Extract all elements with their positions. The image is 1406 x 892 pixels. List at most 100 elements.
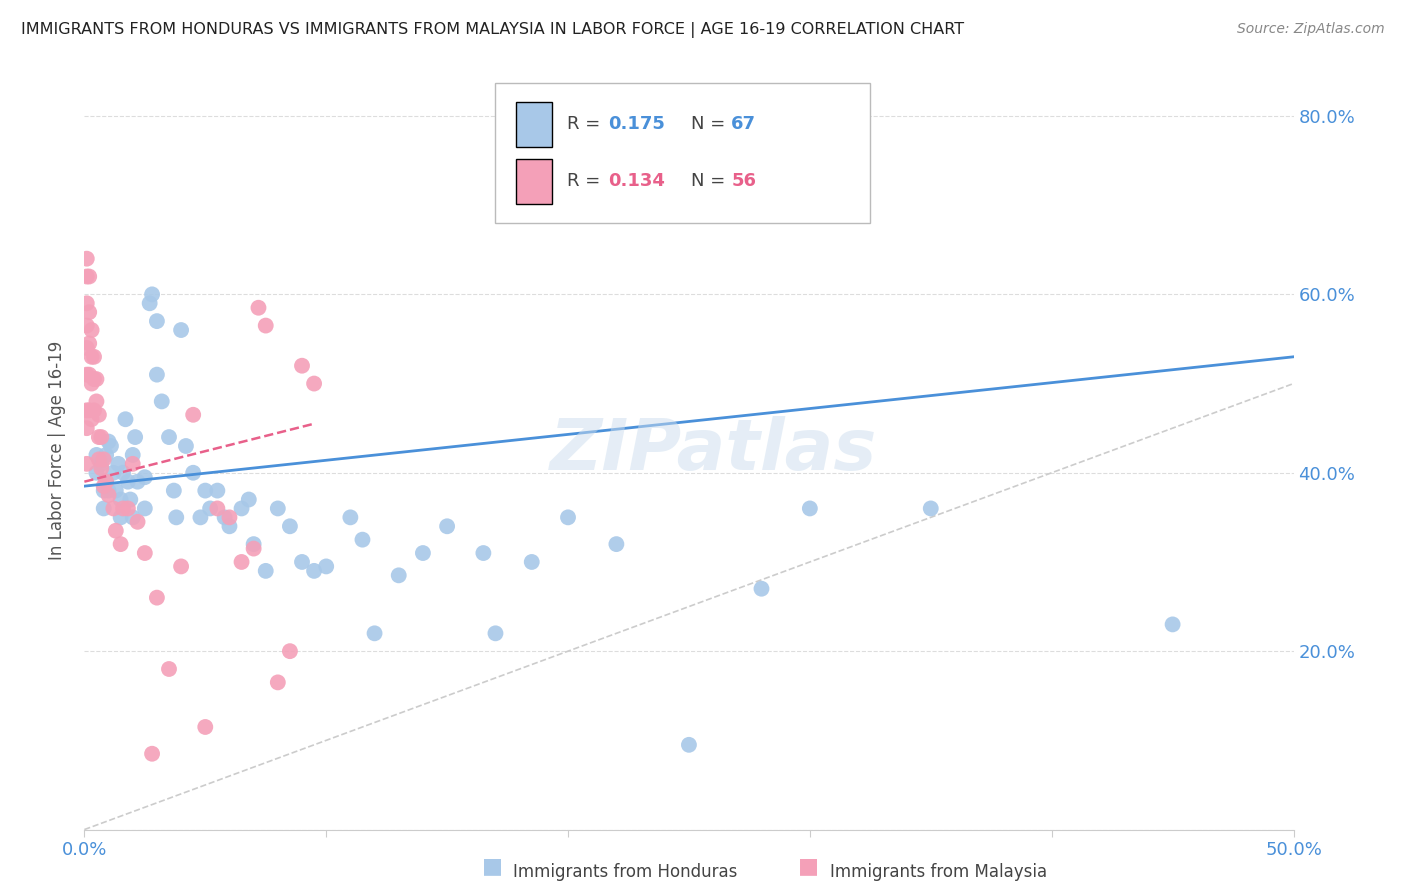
Point [146, 368, 169, 382]
Point [87, 452, 110, 467]
FancyBboxPatch shape [516, 102, 553, 147]
Point [77, 336, 100, 351]
Point [77, 269, 100, 284]
Point [76, 368, 98, 382]
Point [141, 287, 163, 301]
Text: Immigrants from Malaysia: Immigrants from Malaysia [830, 863, 1046, 881]
Point [207, 501, 229, 516]
Point [90, 430, 112, 444]
Point [93, 501, 115, 516]
Point [138, 296, 160, 310]
Point [114, 412, 136, 426]
Text: Source: ZipAtlas.com: Source: ZipAtlas.com [1237, 22, 1385, 37]
Point [121, 510, 143, 524]
Point [157, 662, 180, 676]
Point [254, 318, 277, 333]
Point [94, 475, 117, 489]
Point [231, 555, 253, 569]
Point [110, 510, 132, 524]
Text: 0.175: 0.175 [607, 115, 665, 134]
Point [100, 439, 122, 453]
Point [76, 421, 98, 435]
Point [170, 323, 193, 337]
Point [291, 555, 314, 569]
Point [247, 301, 270, 315]
Point [302, 376, 325, 391]
Point [83, 372, 105, 386]
Point [207, 483, 229, 498]
Point [87, 430, 110, 444]
Point [363, 626, 385, 640]
Point [315, 559, 337, 574]
Point [605, 537, 627, 551]
Point [121, 448, 143, 462]
Point [93, 483, 115, 498]
Point [267, 675, 290, 690]
Text: 0.134: 0.134 [607, 172, 665, 190]
Point [80, 350, 103, 364]
Point [352, 533, 374, 547]
Text: IMMIGRANTS FROM HONDURAS VS IMMIGRANTS FROM MALAYSIA IN LABOR FORCE | AGE 16-19 : IMMIGRANTS FROM HONDURAS VS IMMIGRANTS F… [21, 22, 965, 38]
Point [412, 546, 434, 560]
Point [76, 403, 98, 417]
Point [77, 305, 100, 319]
Point [86, 466, 108, 480]
Text: ■: ■ [799, 856, 818, 876]
Point [76, 341, 98, 355]
Point [97, 488, 120, 502]
Point [117, 501, 139, 516]
Point [134, 470, 156, 484]
Point [107, 457, 129, 471]
Point [231, 501, 253, 516]
Point [94, 448, 117, 462]
Point [80, 376, 103, 391]
Point [80, 323, 103, 337]
Point [278, 519, 301, 533]
Point [93, 452, 115, 467]
Point [214, 510, 236, 524]
Point [146, 314, 169, 328]
Point [134, 501, 156, 516]
Point [436, 519, 458, 533]
Point [94, 475, 117, 489]
FancyBboxPatch shape [516, 159, 553, 204]
Point [157, 430, 180, 444]
Text: R =: R = [567, 172, 606, 190]
Point [174, 439, 197, 453]
Point [83, 350, 105, 364]
Point [238, 492, 260, 507]
Point [112, 466, 135, 480]
Text: N =: N = [692, 115, 731, 134]
Point [76, 296, 98, 310]
Point [218, 519, 240, 533]
Point [150, 394, 173, 409]
Point [302, 564, 325, 578]
Point [751, 582, 773, 596]
Point [165, 510, 187, 524]
Point [278, 644, 301, 658]
Point [484, 626, 506, 640]
Text: R =: R = [567, 115, 606, 134]
Point [557, 510, 579, 524]
Point [194, 483, 217, 498]
Point [242, 541, 264, 556]
Point [80, 412, 103, 426]
Point [110, 537, 132, 551]
Point [678, 738, 700, 752]
Text: Immigrants from Honduras: Immigrants from Honduras [513, 863, 738, 881]
Point [103, 501, 125, 516]
Point [117, 475, 139, 489]
Point [104, 483, 127, 498]
Point [90, 461, 112, 475]
Point [87, 408, 110, 422]
Point [97, 434, 120, 449]
Point [127, 475, 149, 489]
Point [124, 430, 146, 444]
Point [181, 408, 204, 422]
Point [77, 368, 100, 382]
Point [104, 524, 127, 538]
Point [76, 252, 98, 266]
Point [472, 546, 495, 560]
Point [267, 501, 290, 516]
Point [339, 510, 361, 524]
